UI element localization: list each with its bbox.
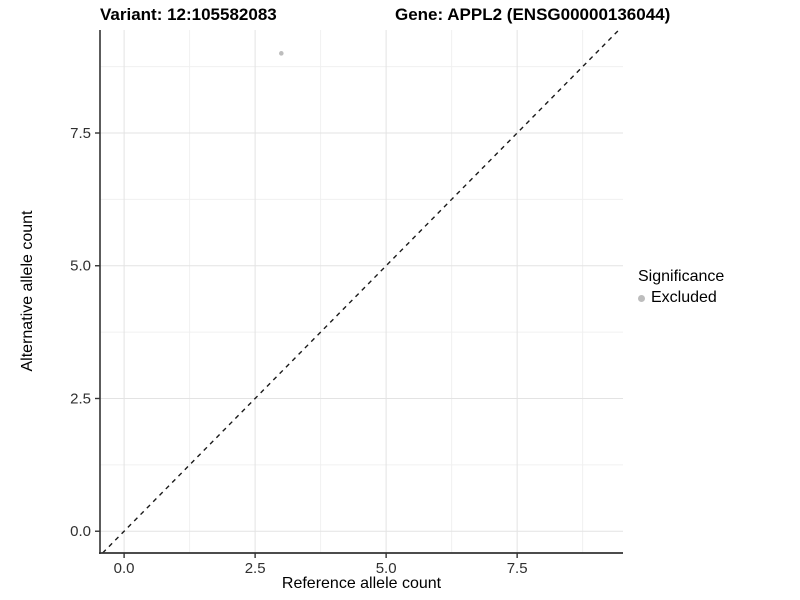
legend-entry-label: Excluded [651, 289, 717, 306]
x-axis-title: Reference allele count [281, 575, 442, 592]
legend-entry-excluded: Excluded [638, 289, 724, 307]
data-point [279, 51, 284, 56]
x-tick-label: 2.5 [245, 560, 266, 577]
plot-title-gene: Gene: APPL2 (ENSG00000136044) [395, 5, 671, 24]
y-tick-label: 2.5 [70, 390, 91, 407]
x-tick-label: 5.0 [376, 560, 397, 577]
plot-title-variant: Variant: 12:105582083 [100, 5, 277, 24]
legend-title: Significance [638, 268, 725, 285]
y-tick-label: 7.5 [70, 125, 91, 142]
y-axis-title: Alternative allele count [19, 210, 36, 372]
y-tick-label: 5.0 [70, 258, 91, 275]
x-tick-label: 0.0 [114, 560, 135, 577]
y-tick-label: 0.0 [70, 523, 91, 540]
legend: Significance Excluded [638, 268, 724, 307]
x-tick-label: 7.5 [507, 560, 528, 577]
legend-key-dot-icon [638, 294, 645, 302]
identity-reference-line [102, 29, 620, 554]
